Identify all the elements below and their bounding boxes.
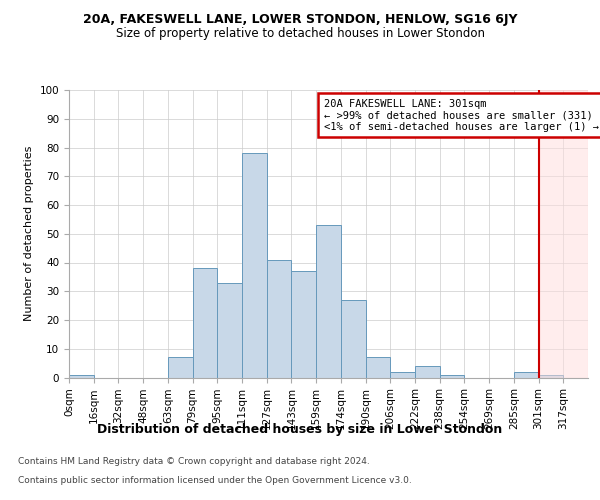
Bar [267, 260, 292, 378]
Bar [539, 90, 588, 378]
Bar [316, 225, 341, 378]
Text: 20A, FAKESWELL LANE, LOWER STONDON, HENLOW, SG16 6JY: 20A, FAKESWELL LANE, LOWER STONDON, HENL… [83, 12, 517, 26]
Bar [341, 300, 365, 378]
Text: 20A FAKESWELL LANE: 301sqm
← >99% of detached houses are smaller (331)
<1% of se: 20A FAKESWELL LANE: 301sqm ← >99% of det… [323, 98, 599, 132]
Y-axis label: Number of detached properties: Number of detached properties [24, 146, 34, 322]
Bar [168, 358, 193, 378]
Bar [539, 374, 563, 378]
Bar [69, 374, 94, 378]
Text: Distribution of detached houses by size in Lower Stondon: Distribution of detached houses by size … [97, 422, 503, 436]
Bar [242, 153, 267, 378]
Bar [390, 372, 415, 378]
Text: Contains public sector information licensed under the Open Government Licence v3: Contains public sector information licen… [18, 476, 412, 485]
Bar [440, 374, 464, 378]
Bar [514, 372, 539, 378]
Bar [217, 282, 242, 378]
Bar [415, 366, 440, 378]
Bar [292, 271, 316, 378]
Text: Contains HM Land Registry data © Crown copyright and database right 2024.: Contains HM Land Registry data © Crown c… [18, 458, 370, 466]
Text: Size of property relative to detached houses in Lower Stondon: Size of property relative to detached ho… [115, 28, 485, 40]
Bar [193, 268, 217, 378]
Bar [365, 358, 390, 378]
